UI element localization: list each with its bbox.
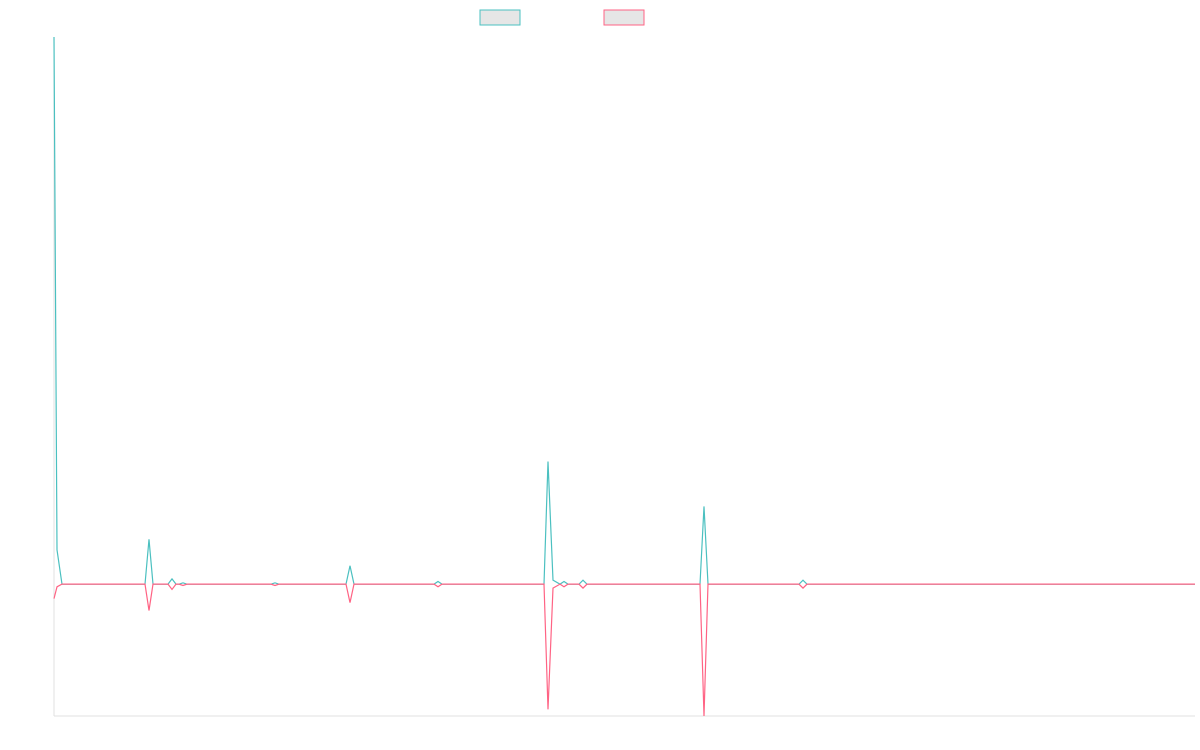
series-line: [53, 583, 1195, 717]
legend-swatch: [479, 9, 521, 26]
series-line: [53, 36, 1195, 585]
legend-swatch: [603, 9, 645, 26]
